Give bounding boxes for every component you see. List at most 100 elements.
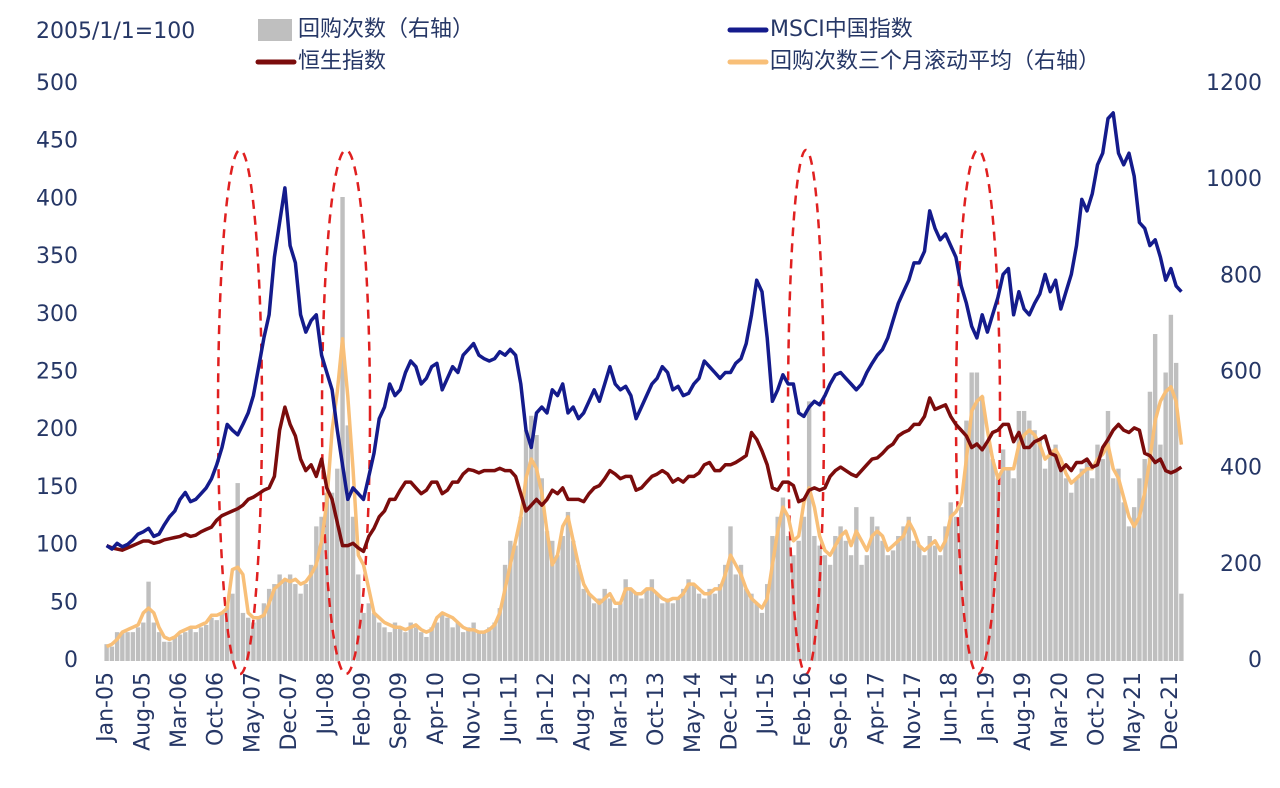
bar [151,622,157,661]
bar [744,588,749,661]
bar [497,608,503,661]
bar [890,550,896,661]
bar [188,627,193,661]
bar [523,430,529,661]
bar [985,444,990,661]
bar [240,612,246,661]
bar [1163,372,1168,661]
bar [696,593,702,661]
bar [340,196,345,661]
bar [398,627,403,661]
bar [266,588,272,661]
bar [1095,444,1100,661]
legend-label: 恒生指数 [298,49,386,74]
x-tick-label: Dec-07 [277,672,302,751]
bar [392,622,398,661]
bar [120,632,125,661]
bar [371,612,377,661]
x-tick-label: Jul-08 [314,672,339,736]
bar [681,588,686,661]
y2-tick-label: 800 [1220,263,1262,288]
bar [1053,444,1058,661]
bar [576,564,581,661]
bar [581,588,586,661]
bar [125,632,130,661]
bar [1100,459,1105,661]
highlight-ellipse [320,148,372,676]
bar [282,579,288,661]
bar [439,612,445,661]
y-tick-label: 250 [36,360,78,385]
x-tick-label: Jul-15 [754,672,779,736]
bar [812,535,817,661]
bar [109,646,115,661]
bar [675,598,681,661]
bar [382,627,387,661]
legend-label: 回购次数三个月滚动平均（右轴） [770,49,1100,74]
bar [702,598,707,661]
bar [691,584,697,661]
bar [1173,362,1179,661]
bar [1084,459,1090,661]
bar [329,492,335,661]
bar [387,632,392,661]
bar [806,401,812,661]
bar [1179,593,1184,661]
bar [204,624,209,661]
bar [670,603,676,661]
x-tick-label: Mar-20 [1048,672,1073,748]
bar [880,540,885,661]
bar [723,564,728,661]
bar [780,497,786,661]
bar [754,603,759,661]
bar [209,617,214,661]
bar [875,526,880,661]
x-tick-label: Oct-06 [204,672,229,746]
bar [1147,391,1153,661]
bar [198,627,204,661]
highlight-ellipse [786,148,826,676]
bar [356,574,361,661]
bar [445,617,450,661]
bar [183,632,188,661]
bar [529,415,534,661]
bar [156,632,162,661]
bar [361,612,366,661]
y-tick-label: 300 [36,302,78,327]
bar [539,478,544,661]
bar [791,555,796,661]
bar [885,555,890,661]
x-tick-label: Nov-10 [461,672,486,750]
bar [623,579,628,661]
bar [848,555,854,661]
line-series [105,396,1183,554]
bar [230,593,235,661]
bar [612,608,618,661]
x-tick-label: Aug-12 [571,672,596,751]
y-tick-label: 500 [36,71,78,96]
bar [1032,430,1037,661]
highlight-ellipse [216,148,264,676]
x-tick-label: Dec-14 [718,672,743,751]
legend-label: 回购次数（右轴） [298,17,474,42]
bar [502,564,508,661]
x-tick-label: Sep-16 [828,672,853,749]
bar [1021,410,1027,661]
bar [759,612,765,661]
legend-label: MSCI中国指数 [770,17,913,42]
x-tick-label: May-14 [681,672,706,753]
bar-series [104,196,1184,661]
bar [345,425,350,661]
x-tick-label: Oct-20 [1084,672,1109,746]
bar [565,511,571,661]
bar [303,584,309,661]
x-tick-label: Apr-10 [424,672,449,745]
x-tick-label: Mar-06 [167,672,192,748]
bar [481,632,487,661]
bar [162,641,167,661]
bar [1111,478,1116,661]
bar [864,555,870,661]
bar [466,627,471,661]
bar [990,459,995,661]
